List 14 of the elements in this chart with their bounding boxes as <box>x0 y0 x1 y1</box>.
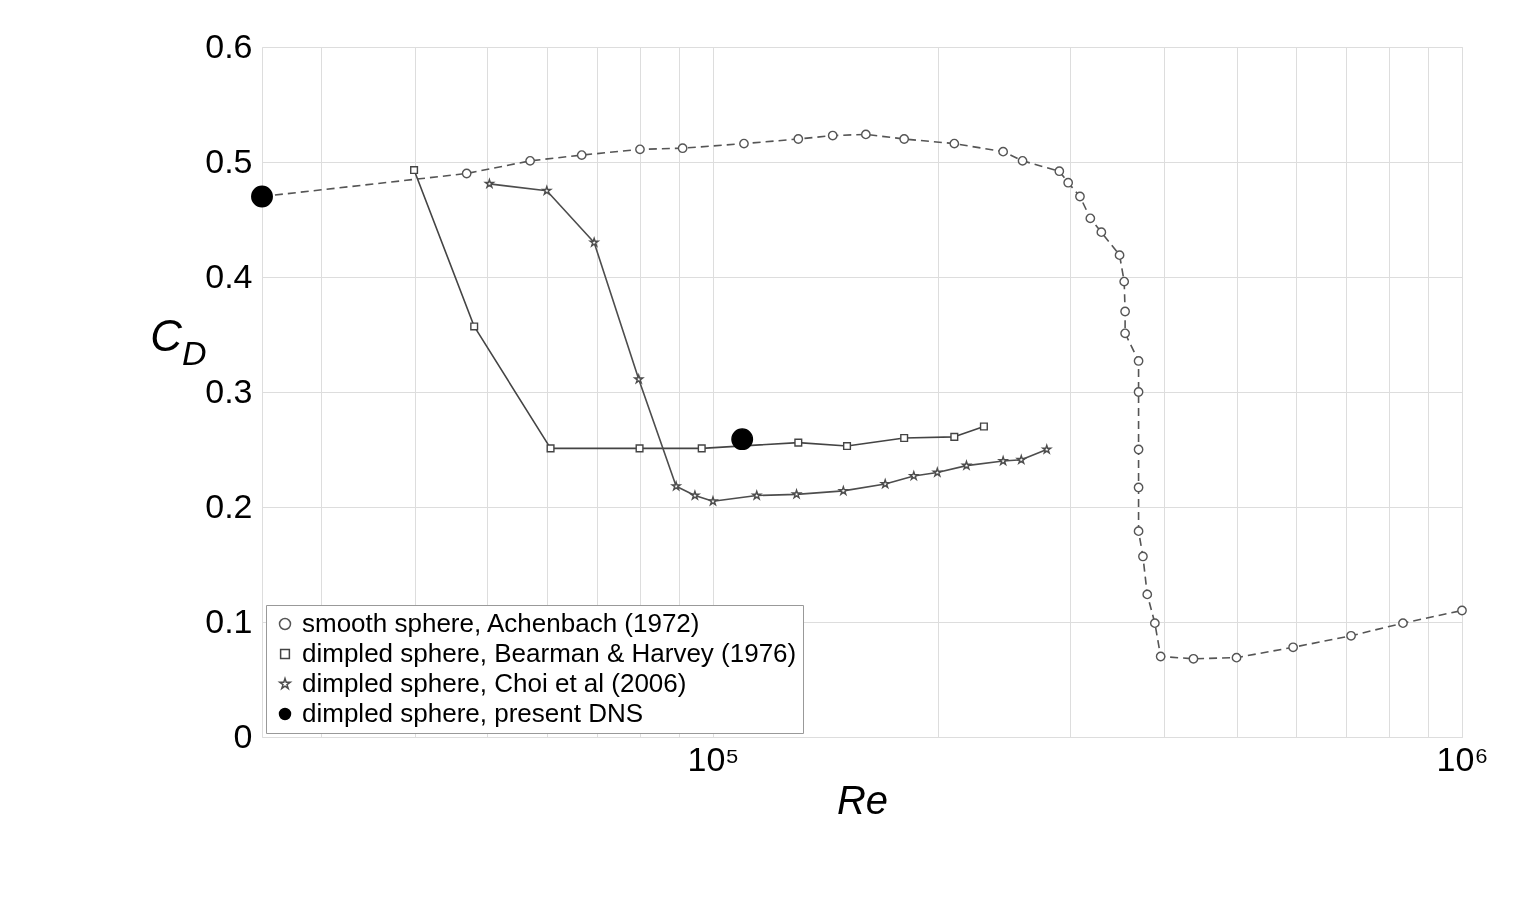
y-tick-label: 0.2 <box>205 486 253 525</box>
y-tick-label: 0.5 <box>205 141 253 180</box>
y-tick-label: 0.6 <box>205 26 253 65</box>
y-tick-label: 0.3 <box>205 371 253 410</box>
legend-label: dimpled sphere, present DNS <box>302 698 644 728</box>
x-tick-label: 10⁶ <box>1436 739 1489 778</box>
x-axis-title: Re <box>836 777 889 822</box>
x-tick-label: 10⁵ <box>687 739 740 778</box>
y-tick-label: 0 <box>233 716 253 755</box>
legend-label: dimpled sphere, Choi et al (2006) <box>302 668 687 698</box>
y-tick-label: 0.4 <box>205 256 253 295</box>
legend-label: dimpled sphere, Bearman & Harvey (1976) <box>302 638 797 668</box>
y-tick-label: 0.1 <box>205 601 253 640</box>
legend-label: smooth sphere, Achenbach (1972) <box>302 608 700 638</box>
